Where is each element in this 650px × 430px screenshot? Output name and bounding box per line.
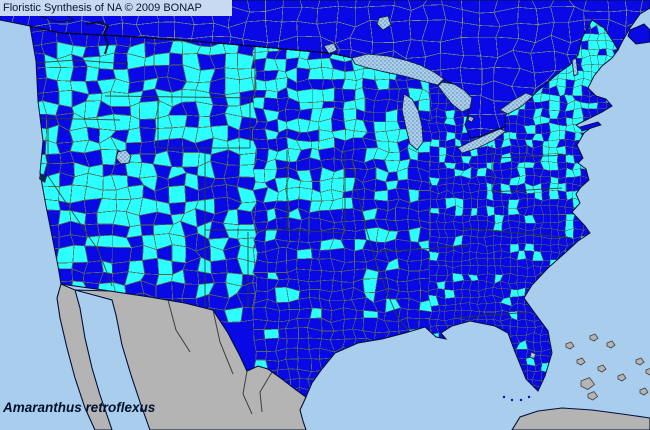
san-francisco-bay [39,173,47,183]
bahamas [565,333,650,401]
map-title-bar: Floristic Synthesis of NA © 2009 BONAP [0,0,232,16]
great-lakes [115,15,579,360]
us-canada-border [29,25,353,59]
puget-sound [85,20,110,55]
map-title: Floristic Synthesis of NA © 2009 BONAP [3,2,202,14]
us-region [29,19,619,398]
baja-california [56,283,113,430]
species-name: Amaranthus retroflexus [3,400,156,415]
state-borders [33,42,573,331]
species-label: Amaranthus retroflexus [3,400,155,415]
county-mosaic-cyan [30,40,272,323]
nova-scotia [627,23,650,45]
long-island [579,121,602,132]
florida-keys [502,395,531,402]
cuba [511,407,650,430]
